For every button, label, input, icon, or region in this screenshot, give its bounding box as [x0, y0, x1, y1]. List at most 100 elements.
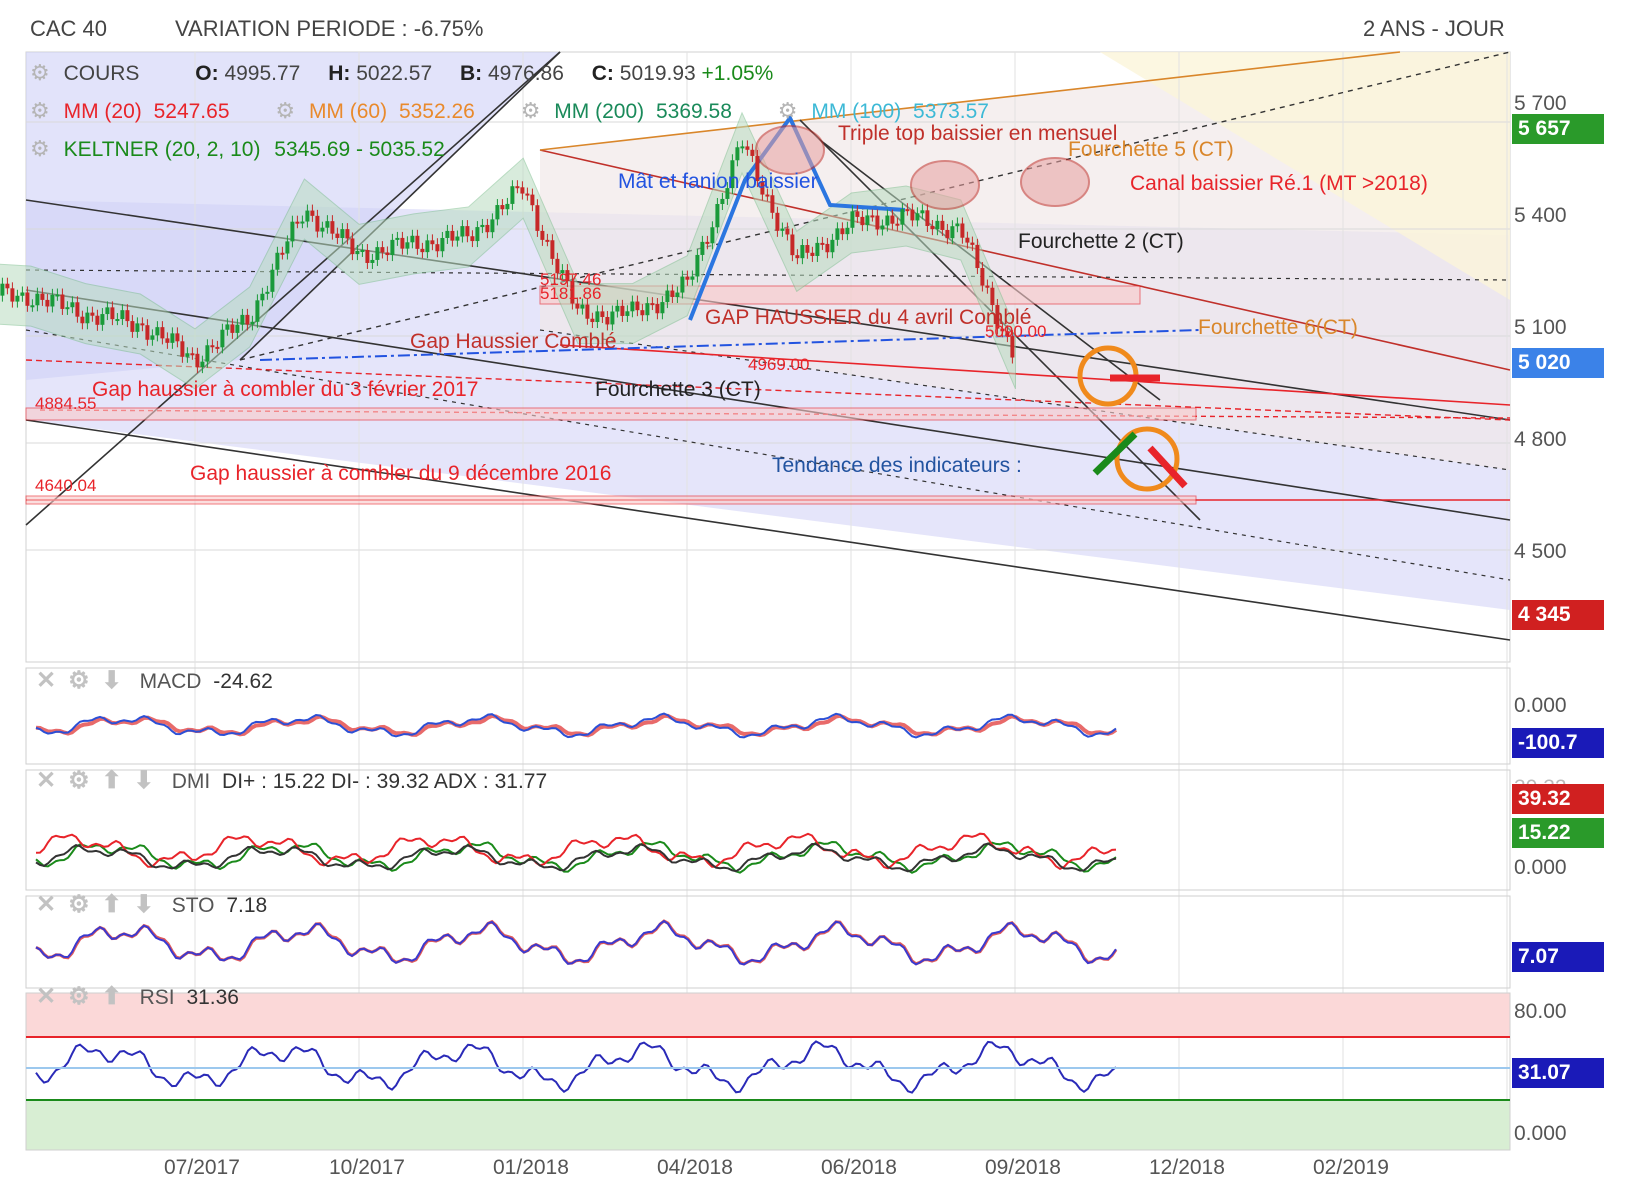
candle	[545, 239, 550, 242]
gear-icon[interactable]: ⚙	[30, 98, 50, 123]
candle	[140, 323, 145, 326]
di-minus-line	[35, 832, 1117, 870]
candle	[295, 221, 300, 224]
dmi-di-plus-marker: 15.22	[1512, 818, 1604, 848]
trend-line	[25, 329, 1511, 581]
candle	[280, 252, 285, 255]
candle	[510, 186, 515, 204]
candle	[1010, 336, 1015, 358]
x-tick: 09/2018	[985, 1156, 1061, 1179]
candle	[195, 353, 200, 368]
candle	[420, 248, 425, 253]
annotation-gap-fev: Gap haussier à combler du 3 février 2017	[92, 378, 479, 401]
candle	[750, 149, 755, 156]
close-icon[interactable]: ✕	[36, 767, 57, 794]
dmi-label: DMI	[171, 770, 211, 793]
rsi-line	[35, 1040, 1117, 1094]
candle	[815, 242, 820, 256]
sto-panel	[25, 895, 1511, 989]
arrow-down-icon[interactable]: ⬇	[133, 767, 154, 794]
candle	[435, 244, 440, 252]
candle	[490, 219, 495, 233]
candle	[575, 303, 580, 309]
gear-icon[interactable]: ⚙	[68, 983, 90, 1010]
candle	[60, 294, 65, 309]
candle	[260, 293, 265, 301]
candle	[375, 247, 380, 260]
candle	[535, 205, 540, 231]
candle	[615, 305, 620, 312]
candle	[495, 205, 500, 220]
candle	[70, 302, 75, 308]
arrow-up-icon[interactable]: ⬆	[101, 983, 122, 1010]
close-icon[interactable]: ✕	[36, 891, 57, 918]
rsi-tick-top: 80.00	[1514, 1000, 1567, 1023]
change-value: +1.05%	[701, 62, 774, 85]
candle	[440, 237, 445, 252]
candle	[570, 281, 575, 304]
candle	[5, 283, 10, 289]
keltner-value: 5345.69 - 5035.52	[274, 138, 445, 161]
gear-icon[interactable]: ⚙	[30, 60, 50, 85]
level-4969: 4969.00	[748, 355, 810, 374]
candle	[635, 301, 640, 311]
gear-icon[interactable]: ⚙	[68, 667, 90, 694]
candle	[680, 276, 685, 293]
macd-label: MACD	[139, 670, 202, 693]
candle	[0, 283, 5, 296]
candle	[605, 316, 610, 325]
x-tick: 07/2017	[164, 1156, 240, 1179]
candle	[725, 188, 730, 199]
gear-icon[interactable]: ⚙	[68, 767, 90, 794]
candle	[50, 294, 55, 307]
arrow-down-icon[interactable]: ⬇	[101, 667, 122, 694]
mm20-label: MM (20)	[63, 100, 142, 123]
candle	[935, 220, 940, 230]
candle	[45, 299, 50, 307]
close-icon[interactable]: ✕	[36, 667, 57, 694]
gear-icon[interactable]: ⚙	[777, 98, 798, 123]
arrow-down-icon[interactable]: ⬇	[133, 891, 154, 918]
candle	[805, 245, 810, 253]
candle	[665, 290, 670, 303]
gear-icon[interactable]: ⚙	[520, 98, 541, 123]
candle	[870, 215, 875, 218]
candle	[620, 305, 625, 316]
candle	[355, 250, 360, 255]
candle	[540, 230, 545, 240]
candle	[920, 210, 925, 214]
candle	[470, 236, 475, 242]
x-tick: 12/2018	[1149, 1156, 1225, 1179]
candle	[15, 295, 20, 302]
candle	[340, 229, 345, 238]
close-icon[interactable]: ✕	[36, 983, 57, 1010]
candle	[565, 270, 570, 282]
candle	[95, 315, 100, 325]
low-label: B:	[459, 62, 483, 85]
trend-line	[25, 419, 1511, 641]
dmi-panel	[25, 769, 1511, 891]
candle	[90, 312, 95, 316]
gear-icon[interactable]: ⚙	[275, 98, 296, 123]
candle	[800, 245, 805, 259]
gear-icon[interactable]: ⚙	[30, 136, 50, 161]
candle	[150, 335, 155, 340]
macd-value: -24.62	[213, 670, 273, 693]
gear-icon[interactable]: ⚙	[68, 891, 90, 918]
candle	[505, 203, 510, 210]
candle	[465, 226, 470, 237]
dmi-tick-zero: 0.000	[1514, 856, 1567, 879]
candle	[405, 242, 410, 249]
candle	[430, 240, 435, 245]
sto-line	[35, 919, 1117, 966]
candle	[980, 268, 985, 286]
arrow-up-icon[interactable]: ⬆	[101, 767, 122, 794]
period-selector[interactable]: 2 ANS - JOUR	[1363, 16, 1505, 41]
level-5181: 5181.86	[540, 284, 602, 303]
sto-label: STO	[171, 894, 215, 917]
arrow-up-icon[interactable]: ⬆	[101, 891, 122, 918]
candle	[835, 228, 840, 240]
up-arrow	[1092, 431, 1138, 476]
candle	[80, 316, 85, 324]
candle	[995, 305, 1000, 329]
